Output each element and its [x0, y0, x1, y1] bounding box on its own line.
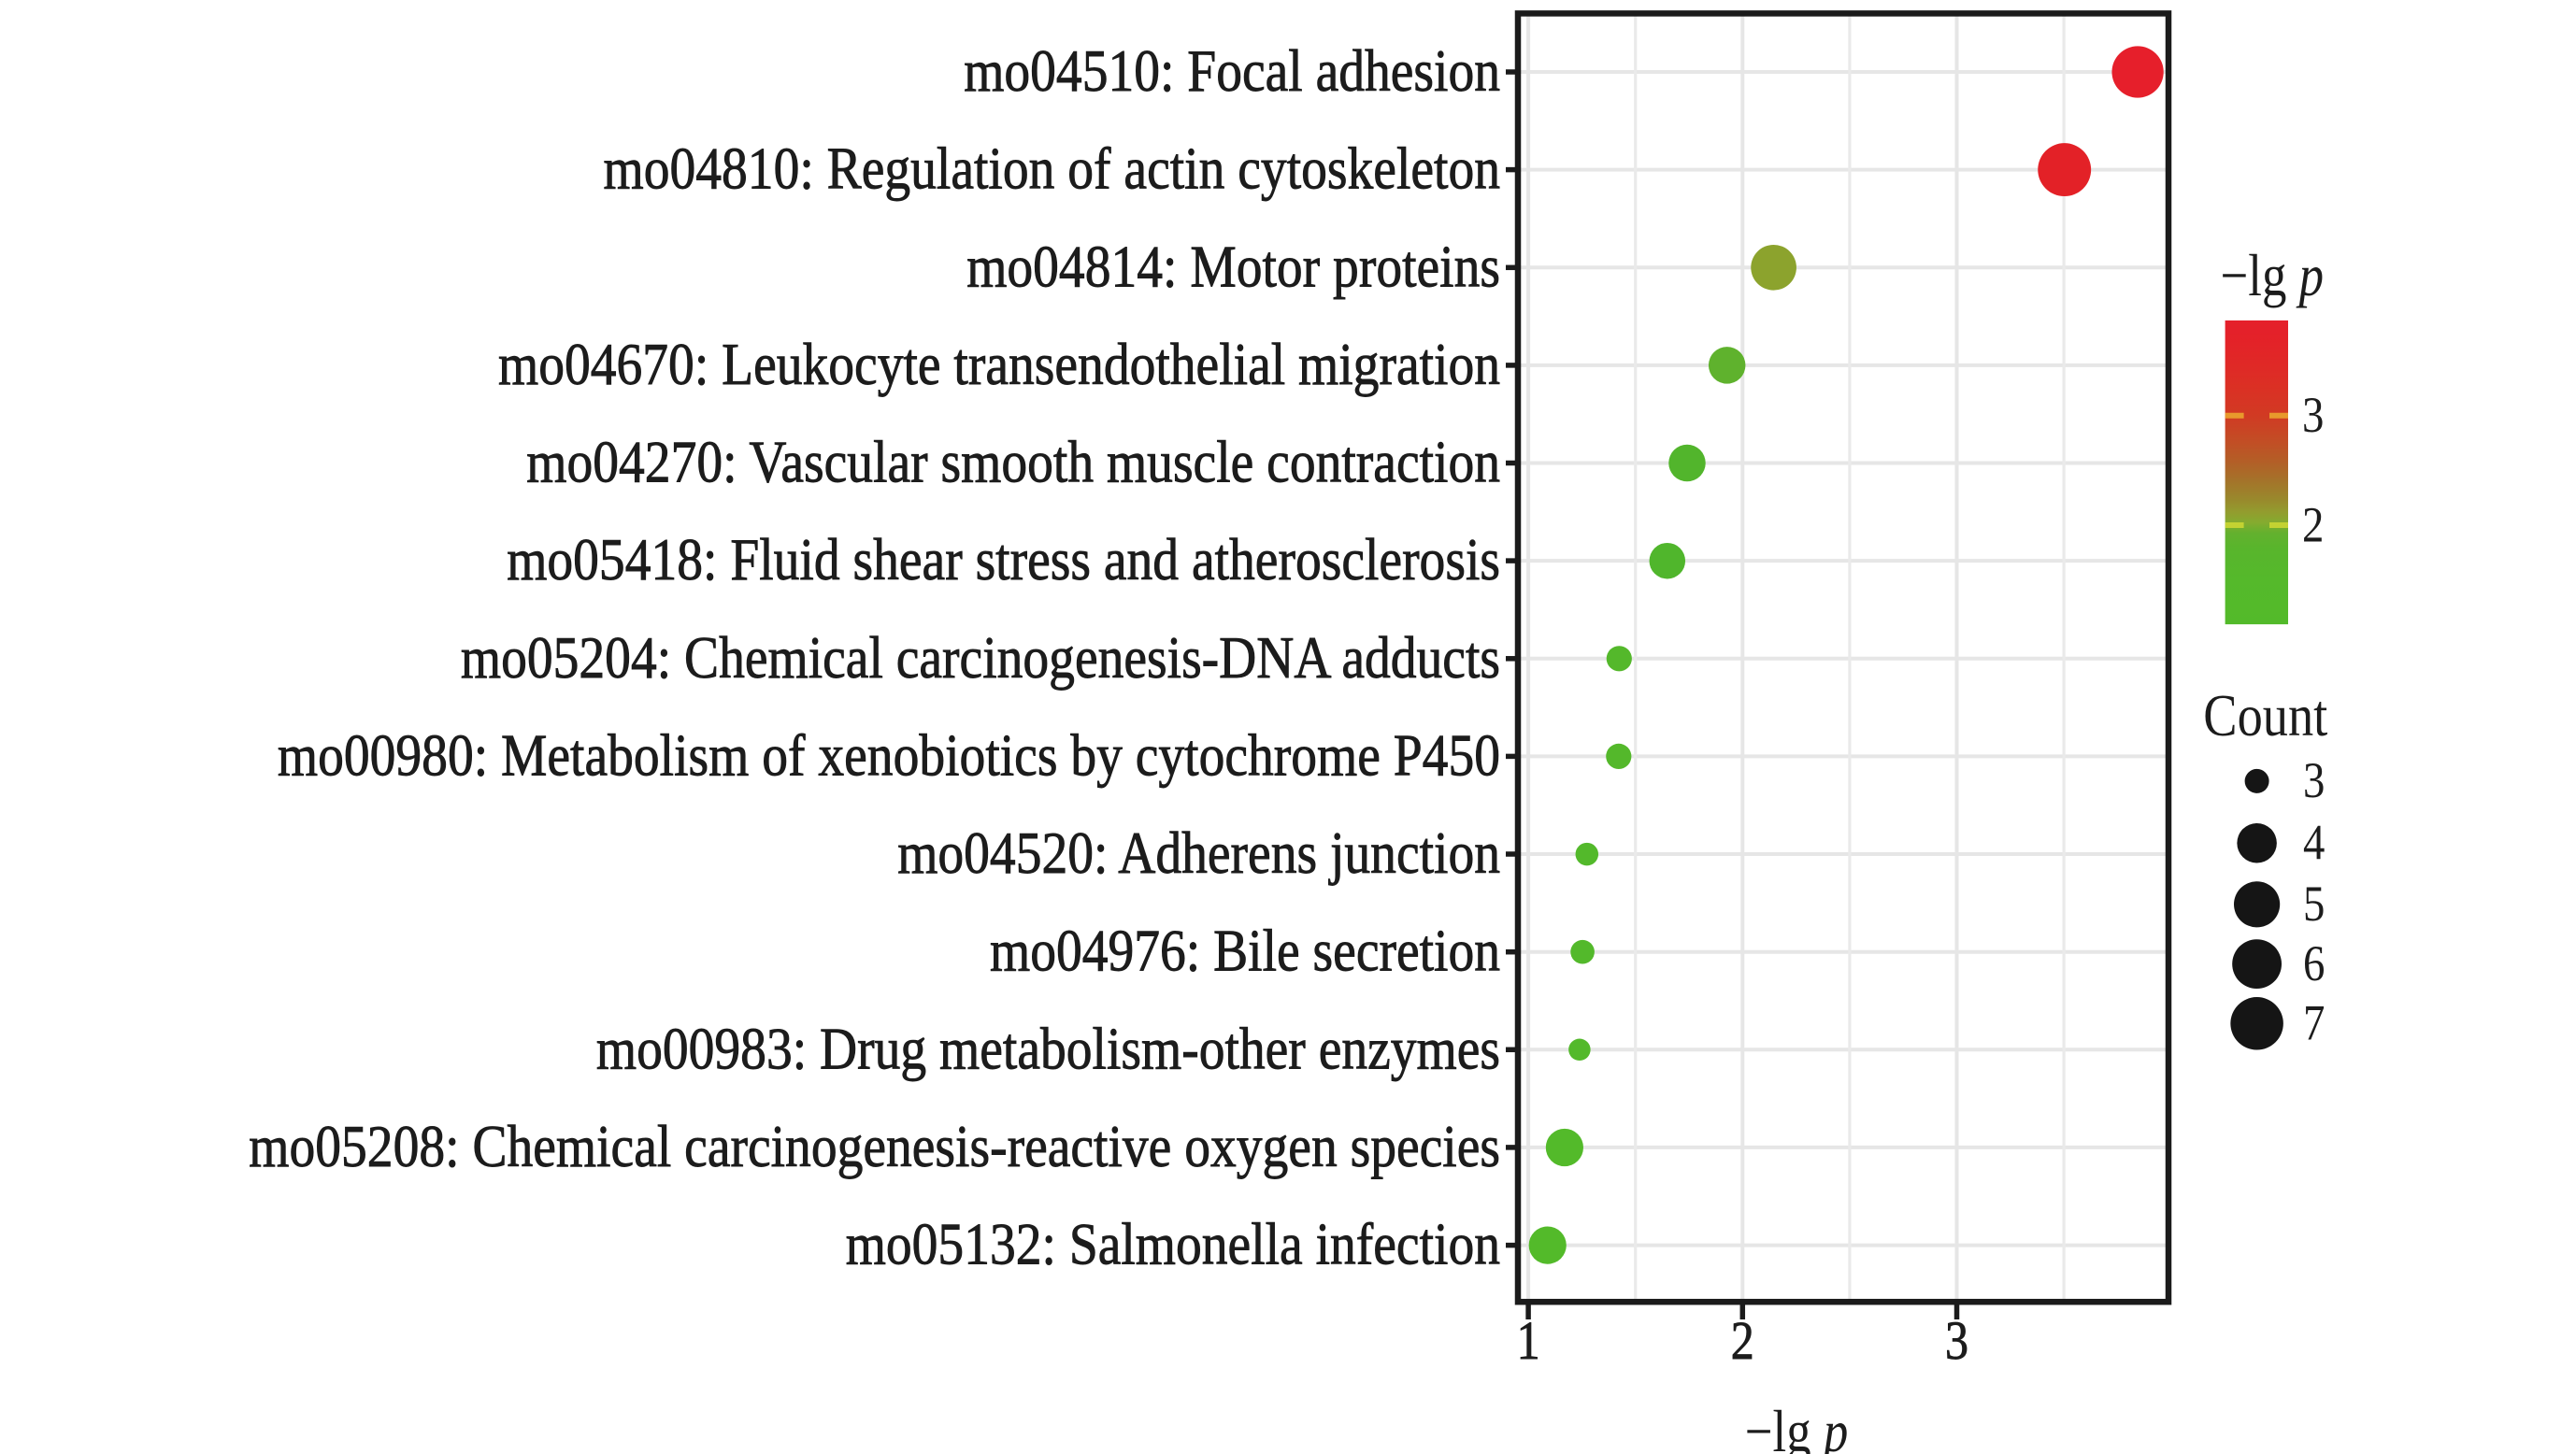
svg-text:mo05418: Fluid shear stress an: mo05418: Fluid shear stress and atherosc…	[507, 526, 1500, 592]
svg-text:7: 7	[2303, 995, 2325, 1051]
svg-text:4: 4	[2303, 815, 2325, 871]
svg-text:5: 5	[2303, 876, 2325, 932]
svg-text:6: 6	[2303, 935, 2325, 991]
svg-text:Count: Count	[2203, 682, 2327, 748]
svg-text:mo04270: Vascular smooth muscl: mo04270: Vascular smooth muscle contract…	[526, 429, 1500, 495]
svg-text:2: 2	[2302, 496, 2324, 552]
svg-text:mo04510: Focal adhesion: mo04510: Focal adhesion	[964, 37, 1500, 104]
svg-text:3: 3	[2303, 752, 2325, 808]
svg-text:mo04810: Regulation of actin c: mo04810: Regulation of actin cytoskeleto…	[604, 135, 1501, 202]
svg-text:3: 3	[2302, 387, 2324, 443]
svg-text:mo00983: Drug metabolism-other: mo00983: Drug metabolism-other enzymes	[596, 1015, 1500, 1081]
svg-text:mo00980: Metabolism of xenobio: mo00980: Metabolism of xenobiotics by cy…	[278, 721, 1500, 788]
svg-text:mo05132: Salmonella infection: mo05132: Salmonella infection	[846, 1211, 1500, 1277]
svg-text:mo04670: Leukocyte transendoth: mo04670: Leukocyte transendothelial migr…	[498, 331, 1500, 397]
svg-text:mo04814: Motor proteins: mo04814: Motor proteins	[966, 233, 1500, 299]
svg-text:mo04520: Adherens junction: mo04520: Adherens junction	[897, 820, 1500, 886]
svg-text:−lg p: −lg p	[1745, 1398, 1849, 1454]
svg-text:mo05208: Chemical carcinogenes: mo05208: Chemical carcinogenesis-reactiv…	[249, 1113, 1500, 1179]
svg-text:−lg p: −lg p	[2221, 242, 2325, 308]
svg-text:3: 3	[1945, 1312, 1968, 1371]
svg-text:mo04976: Bile secretion: mo04976: Bile secretion	[990, 918, 1500, 984]
svg-text:mo05204: Chemical carcinogenes: mo05204: Chemical carcinogenesis-DNA add…	[461, 624, 1500, 691]
svg-text:2: 2	[1731, 1312, 1754, 1371]
svg-text:1: 1	[1517, 1312, 1540, 1371]
